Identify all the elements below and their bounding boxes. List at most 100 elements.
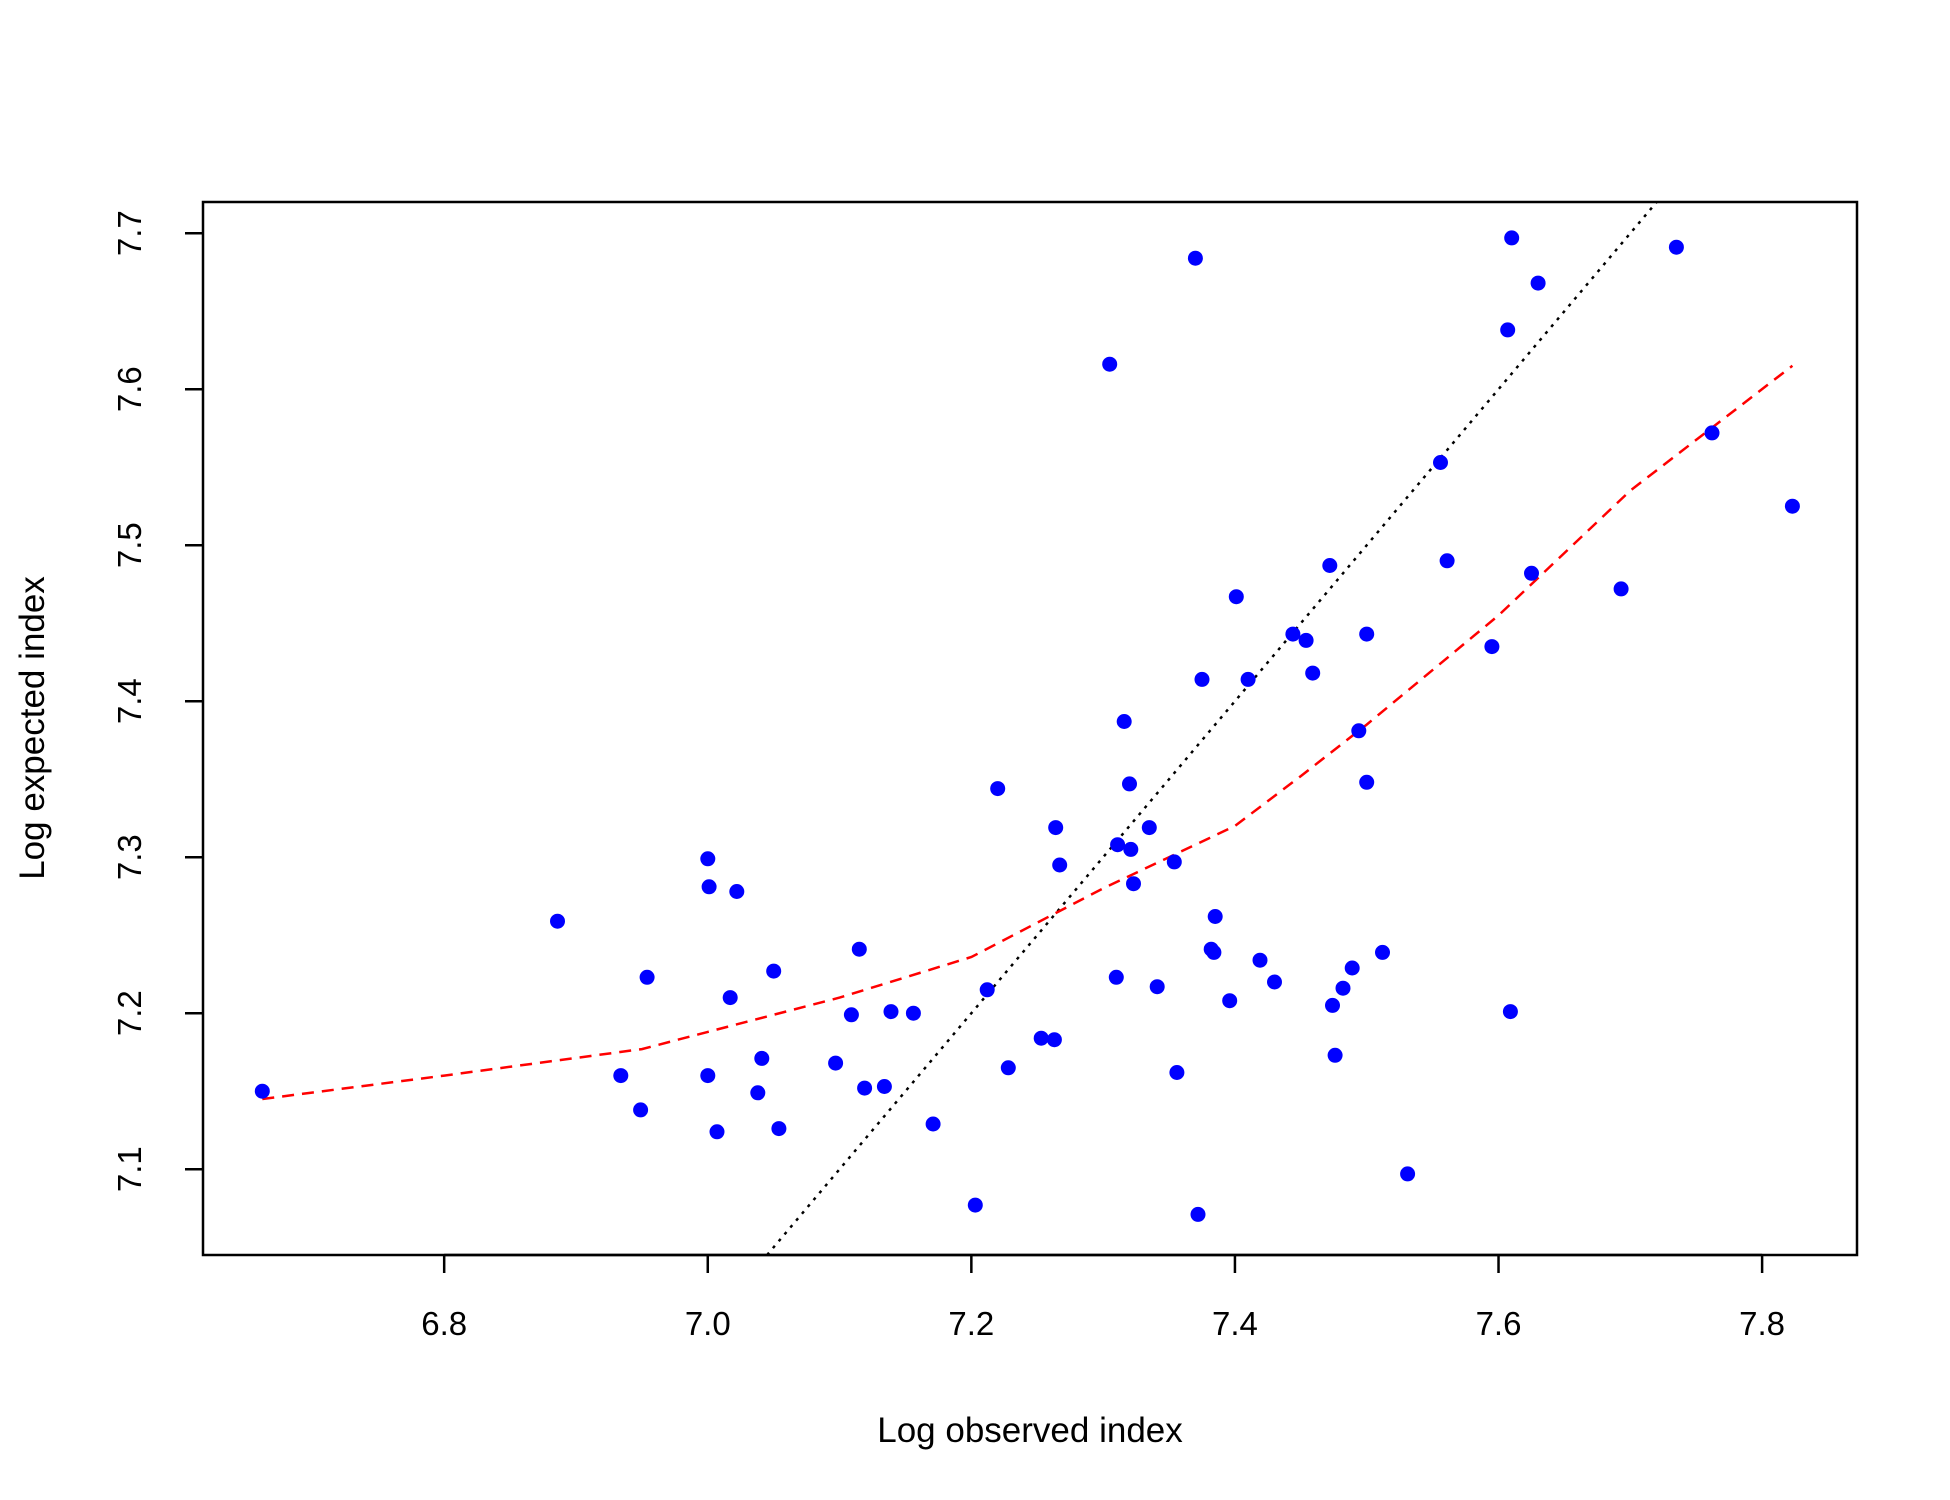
data-point	[1240, 671, 1256, 687]
data-point	[1194, 671, 1210, 687]
data-point	[1305, 665, 1321, 681]
data-point	[1704, 425, 1720, 441]
y-axis: 7.1 7.2 7.3 7.4 7.5 7.6 7.7	[111, 210, 203, 1192]
data-point	[1222, 993, 1238, 1009]
data-point	[851, 941, 867, 957]
data-point	[1335, 980, 1351, 996]
data-point	[639, 969, 655, 985]
x-tick-label: 7.4	[1212, 1305, 1258, 1342]
data-point	[1267, 974, 1282, 990]
data-point	[1322, 558, 1338, 573]
data-point	[857, 1080, 873, 1096]
data-point	[979, 982, 995, 998]
data-point	[771, 1121, 787, 1137]
x-axis: 6.8 7.0 7.2 7.4 7.6 7.8	[421, 1253, 1785, 1342]
data-point	[1524, 565, 1539, 581]
data-point	[1169, 1065, 1185, 1080]
data-point	[633, 1102, 649, 1118]
data-point	[1052, 857, 1068, 873]
x-tick-label: 7.2	[948, 1305, 994, 1342]
data-point	[1102, 356, 1118, 372]
data-point	[1206, 944, 1222, 960]
data-point	[1285, 626, 1301, 642]
data-point	[709, 1124, 725, 1140]
data-point	[550, 913, 565, 929]
data-point	[1126, 876, 1141, 892]
data-point	[1613, 581, 1629, 597]
data-point	[1149, 979, 1165, 995]
data-point	[766, 963, 782, 979]
x-tick-label: 7.6	[1476, 1305, 1522, 1342]
points-layer	[254, 230, 1800, 1222]
data-point	[828, 1055, 844, 1071]
data-point	[1433, 455, 1448, 470]
identity-line	[766, 202, 1658, 1255]
data-point	[1298, 632, 1314, 648]
plot-frame	[201, 200, 1859, 1257]
y-axis-label: Log expected index	[13, 576, 52, 880]
data-point	[1187, 250, 1203, 266]
x-tick-label: 6.8	[421, 1305, 467, 1342]
data-point	[1228, 589, 1244, 605]
data-point	[843, 1007, 859, 1023]
data-point	[1784, 498, 1800, 514]
data-point	[1484, 639, 1500, 655]
data-point	[729, 884, 745, 899]
y-tick-label: 7.5	[111, 522, 148, 568]
data-point	[1123, 841, 1139, 857]
x-tick-label: 7.0	[685, 1305, 731, 1342]
data-point	[700, 851, 716, 867]
y-tick-label: 7.4	[111, 678, 148, 724]
data-point	[1108, 969, 1124, 985]
data-point	[1504, 230, 1520, 246]
data-point	[1375, 944, 1390, 960]
data-point	[754, 1050, 770, 1066]
data-point	[1110, 837, 1126, 853]
data-point	[1351, 723, 1367, 739]
y-tick-label: 7.7	[111, 210, 148, 256]
data-point	[1530, 275, 1546, 291]
data-point	[1048, 820, 1064, 836]
data-point	[1400, 1166, 1416, 1182]
data-point	[1344, 960, 1360, 976]
data-point	[1207, 909, 1223, 924]
data-point	[1327, 1047, 1343, 1063]
data-point	[1439, 553, 1455, 569]
y-tick-label: 7.2	[111, 990, 148, 1036]
y-tick-label: 7.1	[111, 1146, 148, 1192]
data-point	[1500, 322, 1516, 338]
data-point	[905, 1005, 921, 1021]
data-point	[1000, 1060, 1016, 1076]
y-tick-label: 7.6	[111, 366, 148, 412]
data-point	[1166, 854, 1182, 870]
data-point	[1502, 1004, 1518, 1020]
data-point	[1122, 776, 1137, 792]
data-point	[722, 990, 738, 1006]
x-tick-label: 7.8	[1739, 1305, 1785, 1342]
plot-area	[254, 202, 1800, 1255]
data-point	[1668, 239, 1684, 255]
data-point	[876, 1079, 892, 1094]
smooth-curve	[262, 364, 1794, 1101]
data-point	[1046, 1032, 1062, 1048]
data-point	[1141, 820, 1157, 836]
data-point	[613, 1068, 629, 1084]
data-point	[967, 1197, 983, 1213]
x-axis-label: Log observed index	[877, 1411, 1183, 1450]
data-point	[1033, 1030, 1049, 1046]
data-point	[254, 1083, 270, 1099]
data-point	[1359, 774, 1375, 790]
data-point	[1325, 997, 1340, 1013]
data-point	[701, 879, 717, 895]
data-point	[1190, 1206, 1206, 1222]
data-point	[1116, 714, 1132, 729]
data-point	[700, 1068, 716, 1084]
data-point	[925, 1116, 941, 1132]
data-point	[883, 1004, 899, 1020]
data-point	[750, 1085, 766, 1101]
data-point	[990, 781, 1006, 797]
data-point	[1252, 952, 1268, 968]
data-point	[1359, 626, 1375, 642]
y-tick-label: 7.3	[111, 834, 148, 880]
